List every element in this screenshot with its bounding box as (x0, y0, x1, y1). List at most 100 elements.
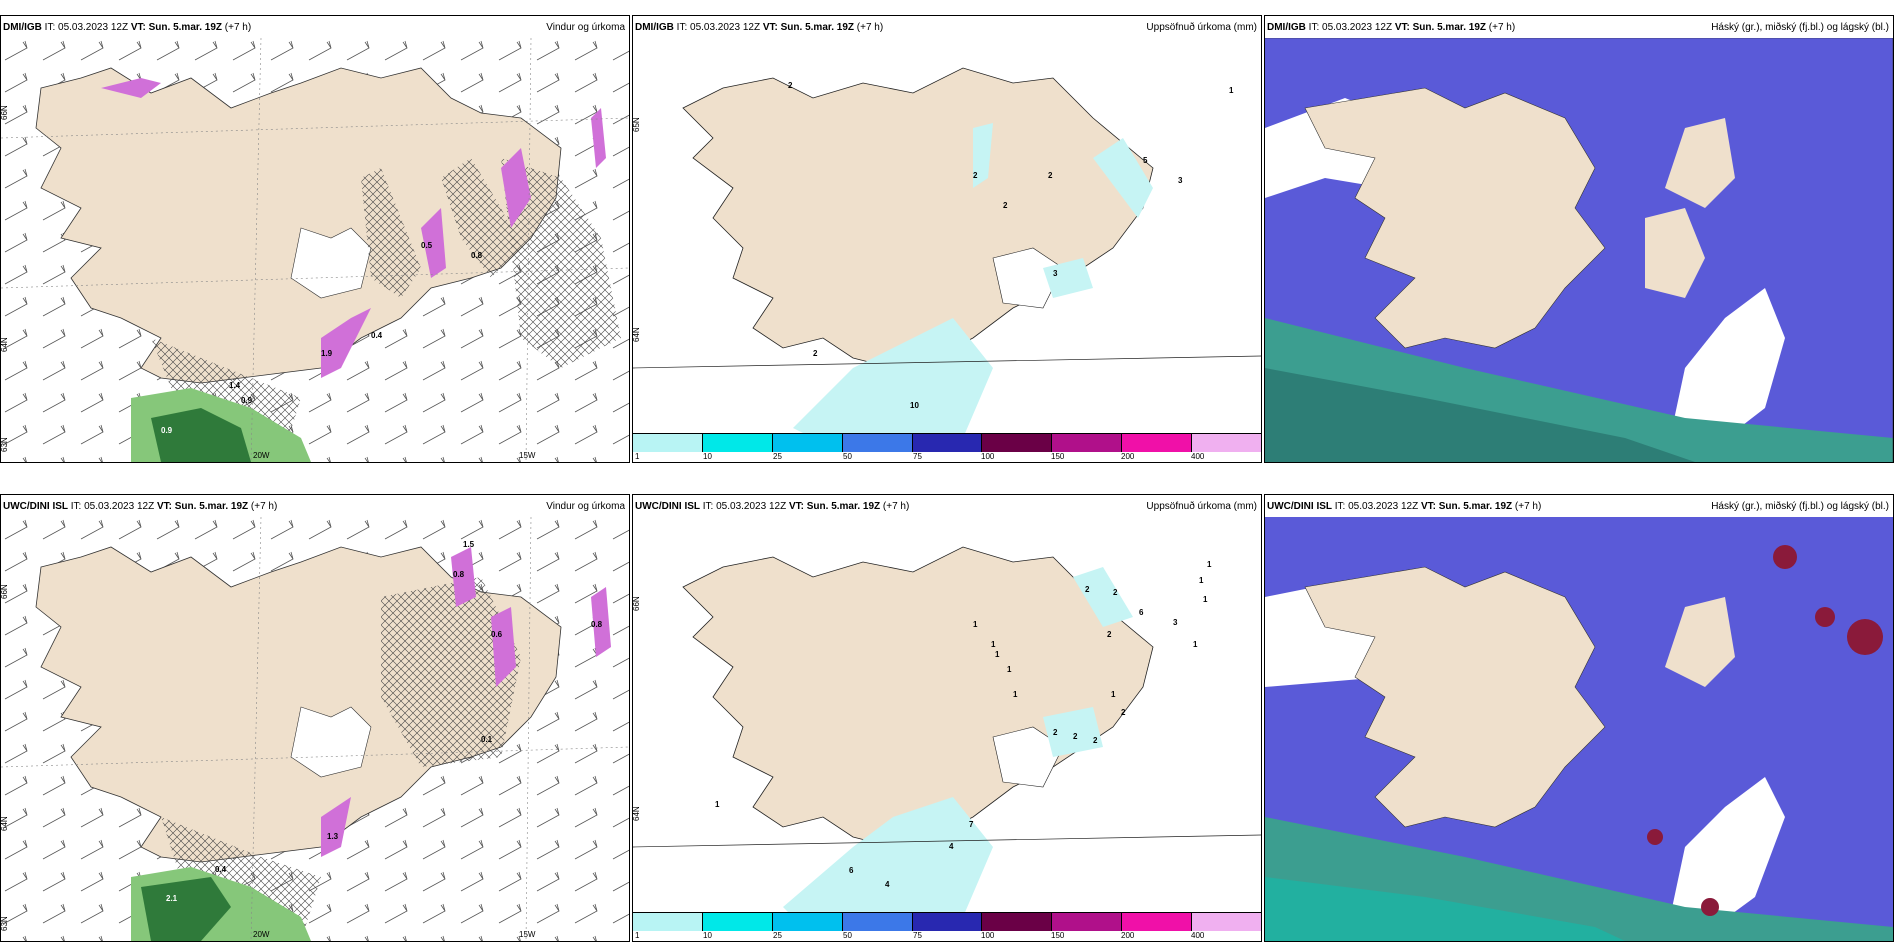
precip-label: 2 (973, 171, 978, 180)
colorbar-tick: 400 (1191, 931, 1205, 940)
lat-label: 66N (1, 584, 9, 599)
colorbar-tick: 75 (913, 452, 922, 461)
precip-label: 2 (1107, 630, 1112, 639)
iceland-land (1304, 566, 1606, 828)
colorbar-swatch (1192, 913, 1261, 931)
lon-label: 20W (253, 451, 270, 460)
precip-label: 3 (1173, 618, 1178, 627)
precip-label: 7 (969, 820, 974, 829)
colorbar-tick: 25 (773, 452, 782, 461)
lead-time: (+7 h) (224, 22, 252, 33)
graticule (1, 746, 629, 768)
panel-wind-precip-dmi: DMI/IGB IT: 05.03.2023 12Z VT: Sun. 5.ma… (0, 15, 630, 463)
precip-label: 0.4 (215, 865, 227, 874)
precip-label: 5 (1143, 156, 1148, 165)
hatched-area (381, 577, 521, 767)
lead-time: (+7 h) (882, 501, 910, 512)
precip-magenta (591, 108, 606, 168)
valid-label: VT: (156, 501, 172, 512)
panel-accum-precip-dmi: DMI/IGB IT: 05.03.2023 12Z VT: Sun. 5.ma… (632, 15, 1262, 463)
colorbar-swatch (982, 434, 1053, 452)
colorbar-tick: 100 (981, 452, 995, 461)
colorbar (633, 433, 1261, 452)
panel-header: DMI/IGB IT: 05.03.2023 12Z VT: Sun. 5.ma… (635, 20, 1257, 36)
panel-clouds-dmi: DMI/IGB IT: 05.03.2023 12Z VT: Sun. 5.ma… (1264, 15, 1894, 463)
valid-time: Sun. 5.mar. 19Z (174, 501, 249, 512)
precip-magenta (421, 208, 446, 278)
map-accum-precip: 2 2 2 2 5 3 3 2 10 1 65N 64N (633, 38, 1261, 462)
graticule (525, 38, 532, 462)
colorbar-tick: 10 (703, 452, 712, 461)
panel-header: DMI/IGB IT: 05.03.2023 12Z VT: Sun. 5.ma… (1267, 20, 1889, 36)
precip-label: 1.9 (321, 349, 333, 358)
precip-label: 1 (1207, 560, 1212, 569)
cloud-high-dense (1647, 829, 1663, 845)
panel-title: Vindur og úrkoma (546, 22, 625, 33)
panel-title: Háský (gr.), miðský (fj.bl.) og lágský (… (1711, 501, 1889, 512)
precip-cyan (1093, 138, 1153, 218)
colorbar-swatch (702, 434, 773, 452)
valid-time: Sun. 5.mar. 19Z (806, 501, 881, 512)
init-time: IT: 05.03.2023 12Z (676, 22, 761, 33)
iceland-land (35, 67, 562, 384)
model-name: DMI/IGB (3, 22, 42, 33)
hatched-area (361, 168, 421, 298)
panel-title: Vindur og úrkoma (546, 501, 625, 512)
map-svg: 1 1 1 1 2 2 6 3 2 1 1 1 1 2 2 2 2 1 7 4 … (633, 546, 1261, 927)
precip-label: 2 (813, 349, 818, 358)
valid-time: Sun. 5.mar. 19Z (780, 22, 855, 33)
precip-green-heavy (151, 408, 251, 462)
lead-time: (+7 h) (856, 22, 884, 33)
precip-label: 0.6 (491, 630, 503, 639)
glacier (290, 706, 372, 778)
precip-magenta (591, 587, 611, 657)
colorbar-swatch (1052, 434, 1123, 452)
precip-cyan (1073, 567, 1133, 627)
map-clouds (1265, 517, 1893, 941)
init-time: IT: 05.03.2023 12Z (44, 22, 129, 33)
colorbar-tick: 200 (1121, 931, 1135, 940)
colorbar (633, 912, 1261, 931)
colorbar-swatch (633, 434, 703, 452)
graticule (633, 834, 1261, 848)
cloud-high-dense (1773, 545, 1797, 569)
glacier (290, 227, 372, 299)
precip-label: 1.3 (327, 832, 339, 841)
lat-label: 64N (1, 337, 9, 352)
precip-label: 2 (1003, 201, 1008, 210)
model-name: UWC/DINI ISL (635, 501, 700, 512)
precip-label: 2 (1048, 171, 1053, 180)
lat-label: 66N (1, 105, 9, 120)
init-time: IT: 05.03.2023 12Z (1334, 501, 1419, 512)
panel-wind-precip-uwc: UWC/DINI ISL IT: 05.03.2023 12Z VT: Sun.… (0, 494, 630, 942)
colorbar-tick: 400 (1191, 452, 1205, 461)
precip-label: 2 (1053, 728, 1058, 737)
colorbar-swatch (1192, 434, 1261, 452)
lon-label: 15W (519, 930, 536, 939)
precip-label: 0.4 (371, 331, 383, 340)
colorbar-ticks: 1 10 25 50 75 100 150 200 400 (633, 452, 1261, 462)
precip-label: 1 (973, 620, 978, 629)
init-time: IT: 05.03.2023 12Z (70, 501, 155, 512)
graticule (1, 267, 629, 289)
colorbar-swatch (633, 913, 703, 931)
graticule (525, 517, 532, 941)
precip-label: 1 (1111, 690, 1116, 699)
hatched-area (441, 158, 521, 278)
valid-label: VT: (1420, 501, 1436, 512)
map-svg: 1.4 0.5 0.8 1.9 0.9 0.9 0.4 66N 64N 63N … (1, 38, 629, 462)
precip-label: 0.8 (591, 620, 603, 629)
precip-label: 1 (715, 800, 720, 809)
map-svg (1265, 517, 1893, 941)
graticule (250, 517, 262, 941)
colorbar-swatch (1122, 913, 1193, 931)
colorbar-swatch (1052, 913, 1123, 931)
colorbar-tick: 1 (635, 452, 640, 461)
precip-label: 2 (1085, 585, 1090, 594)
graticule (633, 355, 1261, 369)
iceland-land (1665, 597, 1735, 687)
precip-label: 1 (1193, 640, 1198, 649)
cloud-low-dense (1265, 877, 1625, 941)
precip-label: 0.8 (471, 251, 483, 260)
glacier (992, 726, 1064, 788)
